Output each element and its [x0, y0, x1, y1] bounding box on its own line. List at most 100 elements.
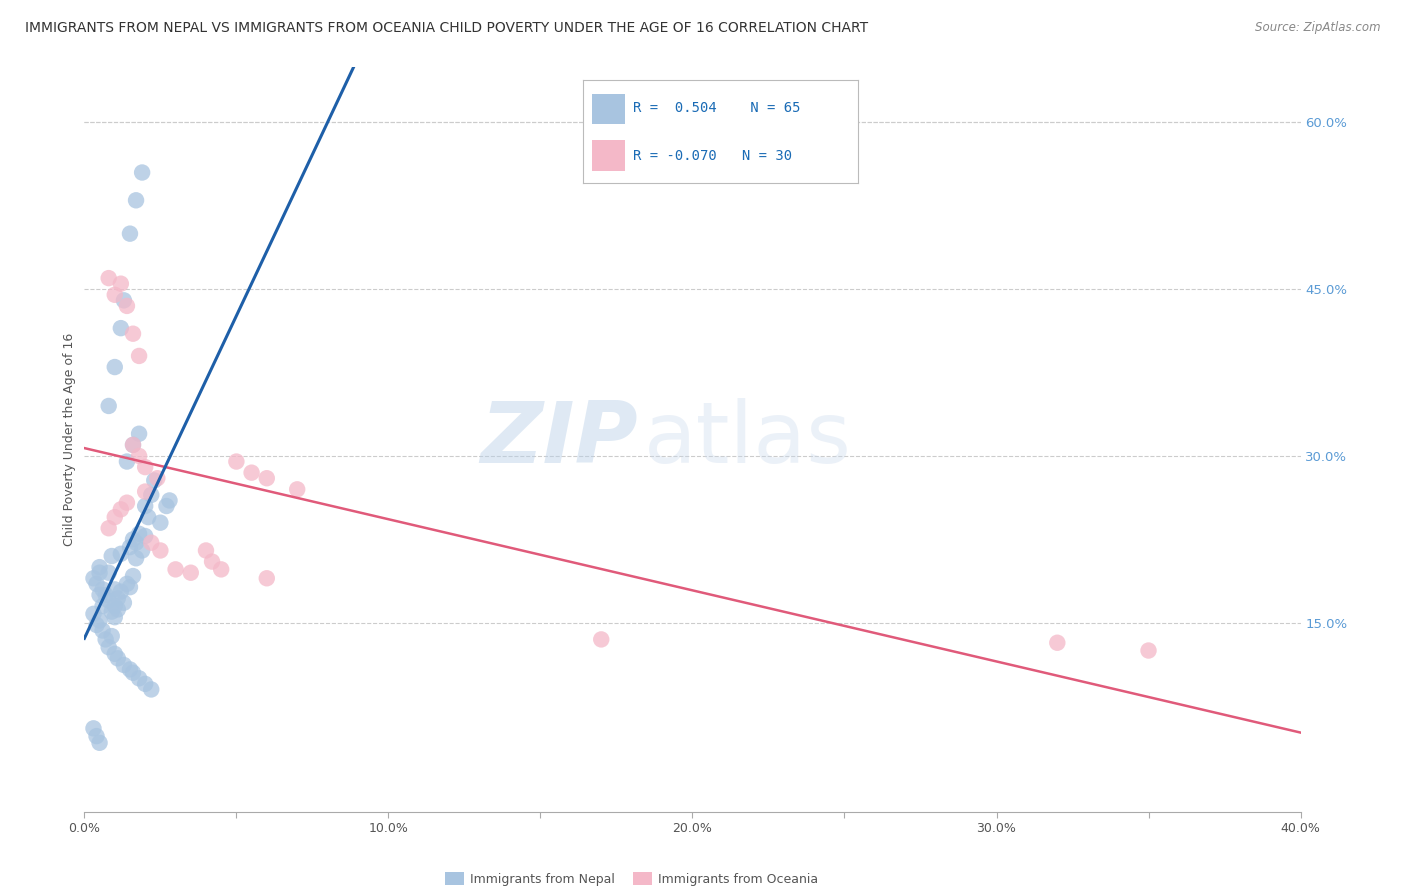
Point [128, 449, 150, 463]
Point [110, 277, 132, 291]
Point [97, 640, 120, 655]
Point [100, 629, 122, 643]
Point [89, 566, 111, 580]
FancyBboxPatch shape [592, 140, 624, 170]
Point [100, 549, 122, 563]
Point [122, 438, 145, 452]
Point [128, 671, 150, 685]
Point [82, 722, 104, 736]
Point [107, 651, 129, 665]
Point [131, 543, 153, 558]
Point [115, 299, 138, 313]
Text: R =  0.504    N = 65: R = 0.504 N = 65 [633, 102, 800, 115]
Text: R = -0.070   N = 30: R = -0.070 N = 30 [633, 149, 792, 162]
Point [118, 540, 141, 554]
Point [91, 599, 114, 613]
Point [89, 614, 111, 628]
FancyBboxPatch shape [592, 94, 624, 124]
Point [104, 582, 127, 597]
Point [97, 521, 120, 535]
Point [1046, 636, 1069, 650]
Point [110, 321, 132, 335]
Point [89, 560, 111, 574]
Point [82, 607, 104, 621]
Point [591, 632, 613, 647]
Point [110, 584, 132, 599]
Point [256, 471, 278, 485]
Point [256, 571, 278, 585]
Point [128, 426, 150, 441]
Point [134, 529, 156, 543]
Point [118, 580, 141, 594]
Point [146, 471, 169, 485]
Point [134, 499, 156, 513]
Point [104, 610, 127, 624]
Point [91, 624, 114, 638]
Point [104, 510, 127, 524]
Point [89, 736, 111, 750]
Point [225, 454, 247, 468]
Text: Source: ZipAtlas.com: Source: ZipAtlas.com [1256, 21, 1381, 34]
Point [141, 682, 163, 697]
Point [118, 227, 141, 241]
Point [209, 562, 232, 576]
Point [143, 474, 166, 488]
Text: atlas: atlas [644, 398, 852, 481]
Point [125, 194, 148, 208]
Point [89, 588, 111, 602]
Point [112, 293, 135, 308]
Point [131, 165, 153, 179]
Point [86, 618, 108, 632]
Point [195, 543, 218, 558]
Point [128, 526, 150, 541]
Point [104, 599, 127, 613]
Point [100, 605, 122, 619]
Point [122, 665, 145, 680]
Point [180, 566, 202, 580]
Point [159, 493, 181, 508]
Point [115, 454, 138, 468]
Point [94, 588, 117, 602]
Point [122, 438, 145, 452]
Point [104, 647, 127, 661]
Point [136, 510, 159, 524]
Point [134, 677, 156, 691]
Point [141, 535, 163, 549]
Point [141, 488, 163, 502]
Point [104, 287, 127, 301]
Point [165, 562, 187, 576]
Point [115, 496, 138, 510]
Point [134, 460, 156, 475]
Point [107, 602, 129, 616]
Point [122, 569, 145, 583]
Text: IMMIGRANTS FROM NEPAL VS IMMIGRANTS FROM OCEANIA CHILD POVERTY UNDER THE AGE OF : IMMIGRANTS FROM NEPAL VS IMMIGRANTS FROM… [25, 21, 869, 35]
Point [97, 566, 120, 580]
Point [104, 359, 127, 374]
Point [122, 533, 145, 547]
Point [149, 516, 172, 530]
Point [86, 577, 108, 591]
Text: ZIP: ZIP [479, 398, 638, 481]
Point [125, 551, 148, 566]
Point [149, 543, 172, 558]
Point [97, 399, 120, 413]
Point [97, 593, 120, 607]
Point [112, 657, 135, 672]
Point [115, 577, 138, 591]
Point [107, 591, 129, 606]
Point [155, 499, 177, 513]
Point [122, 326, 145, 341]
Point [125, 535, 148, 549]
Point [94, 632, 117, 647]
Point [112, 596, 135, 610]
Point [86, 729, 108, 743]
Point [1137, 643, 1160, 657]
Y-axis label: Child Poverty Under the Age of 16: Child Poverty Under the Age of 16 [63, 333, 76, 546]
Point [134, 484, 156, 499]
Point [118, 662, 141, 676]
Point [97, 271, 120, 285]
Point [110, 547, 132, 561]
Point [82, 571, 104, 585]
Point [240, 466, 263, 480]
Legend: Immigrants from Nepal, Immigrants from Oceania: Immigrants from Nepal, Immigrants from O… [440, 868, 824, 891]
